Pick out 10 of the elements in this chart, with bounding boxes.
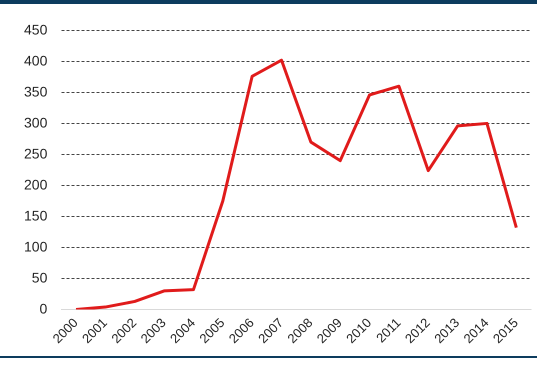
y-tick-label: 50	[32, 269, 48, 286]
y-tick-label: 150	[24, 207, 48, 224]
y-tick-label: 350	[24, 83, 48, 100]
y-tick-label: 100	[24, 238, 48, 254]
y-tick-label: 250	[24, 145, 48, 162]
y-tick-label: 450	[24, 21, 48, 38]
y-tick-label: 400	[24, 52, 48, 68]
y-tick-label: 200	[24, 176, 48, 192]
y-tick-label: 300	[24, 114, 48, 130]
y-tick-label: 0	[40, 300, 48, 316]
